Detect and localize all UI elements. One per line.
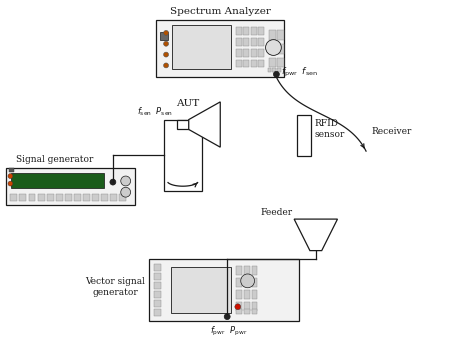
- Bar: [149, 260, 299, 320]
- Bar: [252, 266, 257, 275]
- Polygon shape: [189, 102, 220, 147]
- Bar: [258, 49, 264, 56]
- Text: Signal generator: Signal generator: [17, 155, 94, 164]
- Text: RFID
sensor: RFID sensor: [315, 119, 345, 139]
- Bar: [154, 300, 161, 307]
- Bar: [9, 168, 14, 172]
- Bar: [156, 20, 284, 77]
- Bar: [28, 195, 36, 201]
- Circle shape: [224, 314, 230, 319]
- Bar: [177, 120, 189, 130]
- Bar: [251, 49, 256, 56]
- Bar: [269, 30, 276, 40]
- Bar: [19, 195, 27, 201]
- Circle shape: [265, 40, 282, 55]
- Bar: [236, 27, 242, 35]
- Circle shape: [8, 174, 13, 179]
- Bar: [236, 60, 242, 67]
- Bar: [277, 57, 283, 67]
- Circle shape: [273, 71, 279, 77]
- Bar: [236, 309, 242, 314]
- Bar: [236, 49, 242, 56]
- Bar: [236, 38, 242, 46]
- Bar: [251, 60, 256, 67]
- Text: $f_{\mathrm{pwr}}$  $P_{\mathrm{pwr}}$: $f_{\mathrm{pwr}}$ $P_{\mathrm{pwr}}$: [210, 325, 248, 338]
- Bar: [7, 168, 135, 205]
- Bar: [154, 291, 161, 298]
- Bar: [244, 309, 250, 314]
- Bar: [65, 195, 72, 201]
- Bar: [267, 68, 272, 72]
- Bar: [251, 27, 256, 35]
- Bar: [154, 282, 161, 289]
- Bar: [277, 44, 283, 54]
- Text: $f_{\mathrm{sen}}$  $P_{\mathrm{sen}}$: $f_{\mathrm{sen}}$ $P_{\mathrm{sen}}$: [137, 105, 173, 118]
- Bar: [171, 267, 231, 313]
- Bar: [251, 38, 256, 46]
- Circle shape: [164, 30, 169, 35]
- Bar: [160, 32, 168, 40]
- Bar: [92, 195, 99, 201]
- Bar: [46, 195, 54, 201]
- Bar: [101, 195, 108, 201]
- Text: Receiver: Receiver: [371, 127, 411, 136]
- Circle shape: [235, 304, 241, 310]
- Bar: [243, 27, 249, 35]
- Bar: [11, 173, 104, 188]
- Circle shape: [110, 179, 116, 185]
- Bar: [56, 195, 63, 201]
- Text: $f_{\mathrm{pwr}}$  $f_{\mathrm{sen}}$: $f_{\mathrm{pwr}}$ $f_{\mathrm{sen}}$: [282, 66, 318, 79]
- Bar: [244, 290, 250, 299]
- Bar: [269, 44, 276, 54]
- Circle shape: [121, 176, 131, 186]
- Bar: [269, 57, 276, 67]
- Text: Feeder: Feeder: [260, 208, 292, 217]
- Bar: [252, 309, 257, 314]
- Bar: [243, 49, 249, 56]
- Bar: [252, 290, 257, 299]
- Circle shape: [241, 274, 255, 288]
- Bar: [172, 25, 231, 69]
- Bar: [273, 68, 276, 72]
- Text: Vector signal
generator: Vector signal generator: [85, 277, 146, 297]
- Bar: [236, 290, 242, 299]
- Bar: [110, 195, 117, 201]
- Bar: [154, 264, 161, 271]
- Bar: [244, 266, 250, 275]
- Bar: [252, 278, 257, 287]
- Circle shape: [121, 187, 131, 197]
- Bar: [164, 120, 201, 190]
- Bar: [252, 302, 257, 311]
- Bar: [154, 273, 161, 280]
- Bar: [258, 27, 264, 35]
- Bar: [74, 195, 81, 201]
- Bar: [154, 309, 161, 316]
- Polygon shape: [294, 219, 337, 251]
- Bar: [236, 302, 242, 311]
- Bar: [243, 38, 249, 46]
- Text: AUT: AUT: [176, 99, 200, 108]
- Bar: [244, 278, 250, 287]
- Bar: [258, 60, 264, 67]
- Bar: [297, 115, 311, 156]
- Bar: [119, 195, 126, 201]
- Bar: [236, 266, 242, 275]
- Bar: [258, 38, 264, 46]
- Bar: [83, 195, 90, 201]
- Circle shape: [164, 41, 169, 46]
- Bar: [37, 195, 45, 201]
- Circle shape: [164, 63, 169, 68]
- Bar: [277, 68, 282, 72]
- Circle shape: [164, 52, 169, 57]
- Circle shape: [8, 181, 13, 186]
- Bar: [236, 278, 242, 287]
- Bar: [277, 30, 283, 40]
- Bar: [243, 60, 249, 67]
- Text: Spectrum Analyzer: Spectrum Analyzer: [170, 7, 271, 16]
- Bar: [244, 302, 250, 311]
- Bar: [10, 195, 18, 201]
